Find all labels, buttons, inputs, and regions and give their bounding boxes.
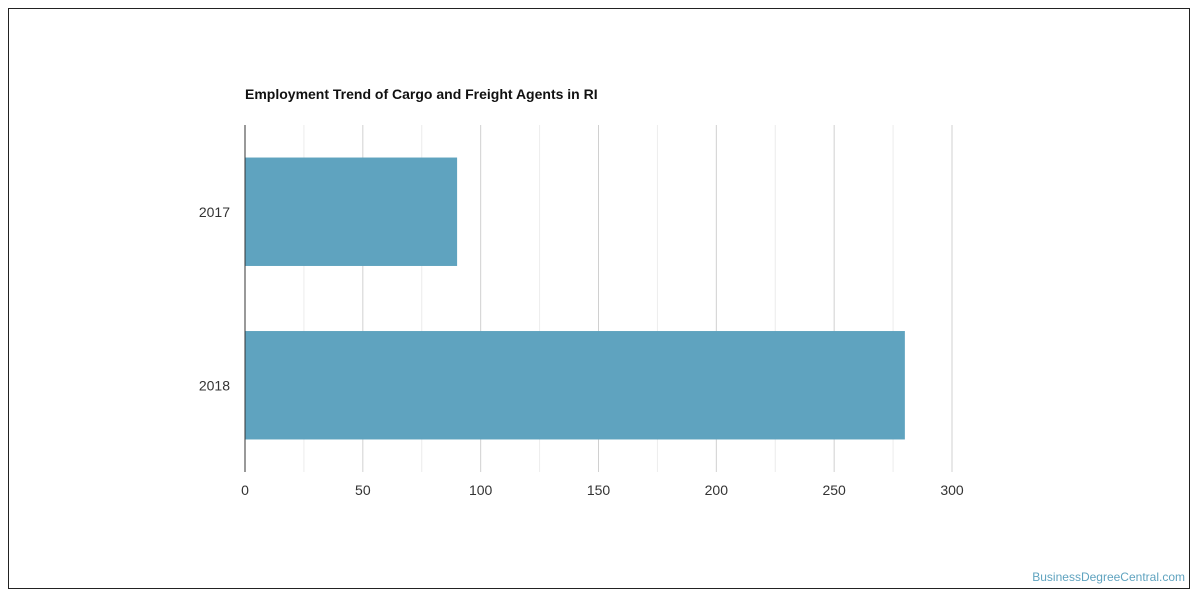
watermark-text: BusinessDegreeCentral.com	[1032, 570, 1185, 584]
x-tick-label: 100	[469, 482, 493, 498]
bar-2017	[245, 157, 458, 266]
chart-title: Employment Trend of Cargo and Freight Ag…	[245, 86, 598, 102]
x-tick-label: 200	[705, 482, 729, 498]
x-tick-label: 250	[822, 482, 846, 498]
y-tick-label: 2018	[199, 377, 230, 393]
x-tick-label: 300	[940, 482, 964, 498]
x-tick-label: 50	[355, 482, 371, 498]
y-tick-label: 2017	[199, 204, 230, 220]
bar-2018	[245, 331, 905, 440]
x-tick-label: 0	[241, 482, 249, 498]
x-tick-label: 150	[587, 482, 611, 498]
bars	[245, 157, 905, 440]
axes: 2017 2018 0 50 100 150 200 250 300	[199, 125, 964, 498]
